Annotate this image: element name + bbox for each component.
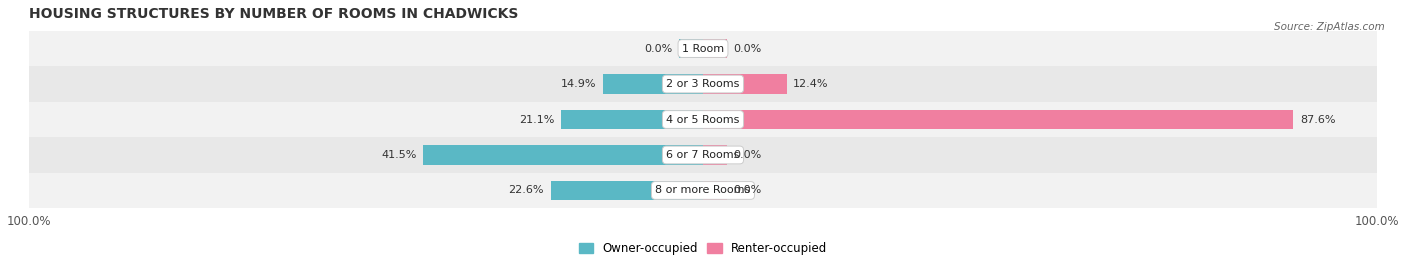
Text: 21.1%: 21.1% [519, 115, 554, 125]
Bar [30, 66, 1376, 102]
Text: 2 or 3 Rooms: 2 or 3 Rooms [666, 79, 740, 89]
Text: 8 or more Rooms: 8 or more Rooms [655, 185, 751, 196]
Bar [551, 181, 703, 200]
Legend: Owner-occupied, Renter-occupied: Owner-occupied, Renter-occupied [579, 242, 827, 255]
Text: 1 Room: 1 Room [682, 44, 724, 54]
Bar [30, 173, 1376, 208]
Text: 0.0%: 0.0% [644, 44, 672, 54]
Bar [679, 39, 703, 58]
Text: 14.9%: 14.9% [561, 79, 596, 89]
Bar [30, 137, 1376, 173]
Bar [703, 39, 727, 58]
Bar [603, 74, 703, 94]
Text: 41.5%: 41.5% [381, 150, 416, 160]
Bar [703, 110, 1294, 129]
Bar [703, 145, 727, 165]
Bar [703, 74, 786, 94]
Text: 0.0%: 0.0% [734, 185, 762, 196]
Text: 4 or 5 Rooms: 4 or 5 Rooms [666, 115, 740, 125]
Bar [561, 110, 703, 129]
Bar [423, 145, 703, 165]
Bar [30, 31, 1376, 66]
Text: HOUSING STRUCTURES BY NUMBER OF ROOMS IN CHADWICKS: HOUSING STRUCTURES BY NUMBER OF ROOMS IN… [30, 7, 519, 21]
Text: 87.6%: 87.6% [1301, 115, 1336, 125]
Bar [703, 181, 727, 200]
Bar [30, 102, 1376, 137]
Text: 22.6%: 22.6% [509, 185, 544, 196]
Text: 6 or 7 Rooms: 6 or 7 Rooms [666, 150, 740, 160]
Text: 12.4%: 12.4% [793, 79, 828, 89]
Text: Source: ZipAtlas.com: Source: ZipAtlas.com [1274, 22, 1385, 31]
Text: 0.0%: 0.0% [734, 150, 762, 160]
Text: 0.0%: 0.0% [734, 44, 762, 54]
